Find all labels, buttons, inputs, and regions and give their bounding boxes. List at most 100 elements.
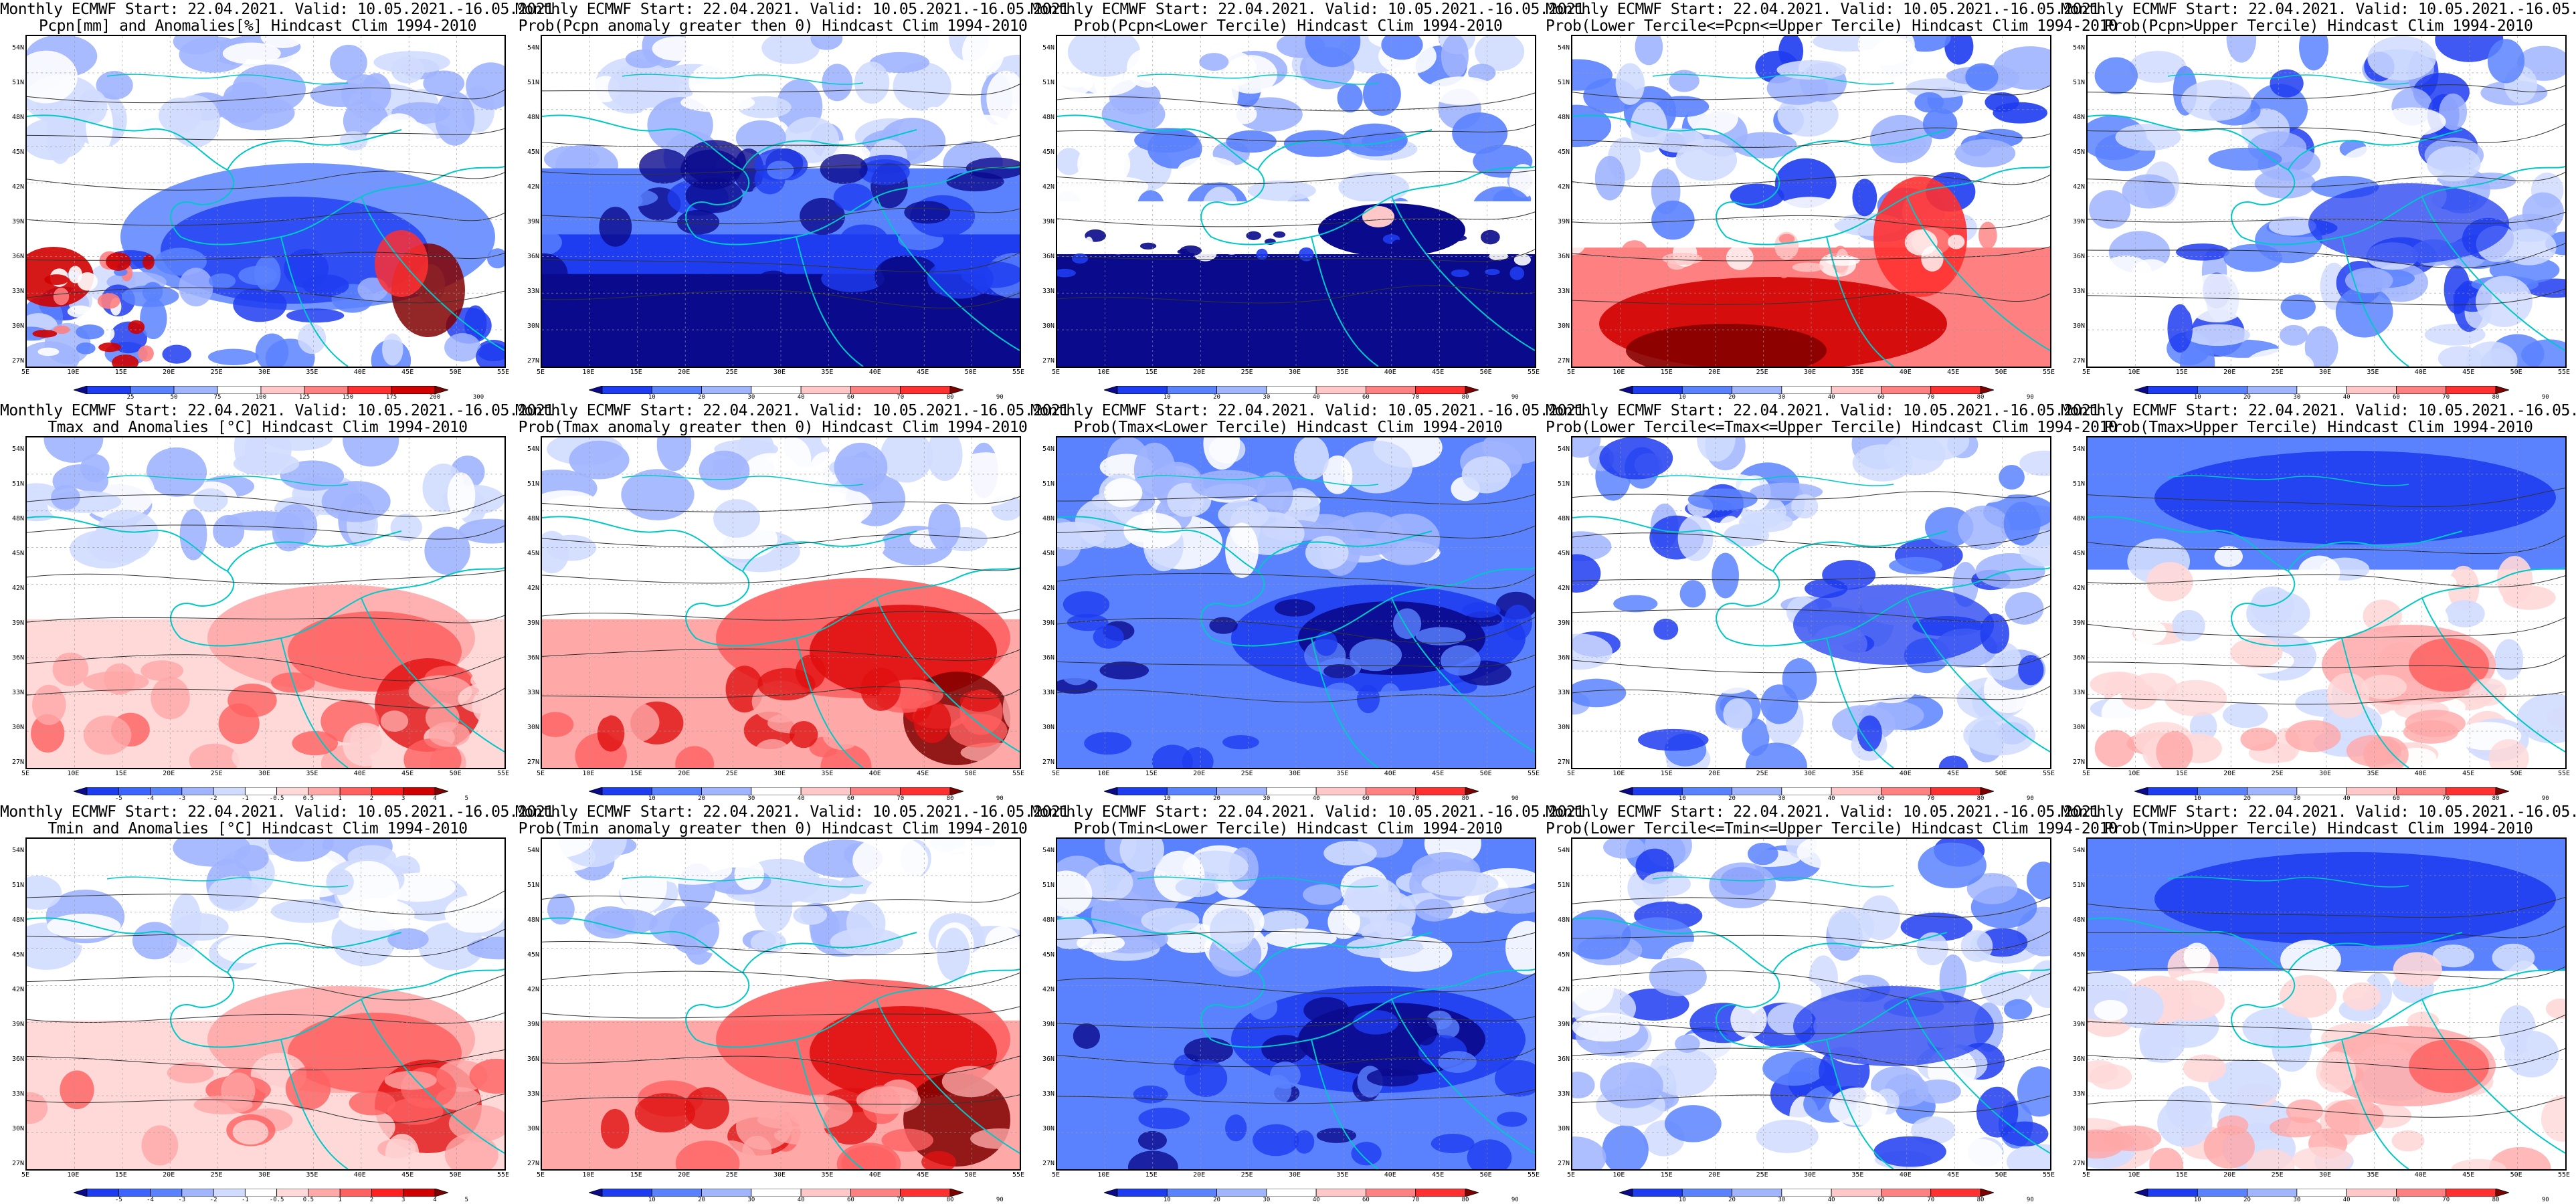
lon-label: 15E [630,1171,642,1179]
panel-title-line1: Monthly ECMWF Start: 22.04.2021. Valid: … [1030,402,1593,419]
panel-title: Monthly ECMWF Start: 22.04.2021. Valid: … [2061,1,2576,35]
lat-label: 42N [527,585,539,592]
lon-label: 5E [1051,1171,1061,1179]
lat-label: 27N [527,1160,539,1167]
colorbar-swatch [2147,787,2198,796]
lat-label: 54N [1557,847,1570,854]
lon-label: 30E [258,1171,271,1179]
colorbar-swatch [1117,385,1168,395]
colorbar-swatch [130,385,175,395]
lat-label: 51N [1557,480,1570,488]
colorbar-label: -3 [178,1197,186,1203]
lat-label: 45N [1557,550,1570,557]
panel-title-line1: Monthly ECMWF Start: 22.04.2021. Valid: … [1030,803,1593,821]
colorbar [587,785,965,796]
colorbar-label: 20 [1728,394,1736,401]
lat-label: 51N [2072,882,2085,889]
lon-label: 15E [1145,369,1158,376]
colorbar-swatch [1216,1188,1267,1197]
lat-label: 30N [11,724,24,731]
panel-title-line1: Monthly ECMWF Start: 22.04.2021. Valid: … [1546,803,2108,821]
lon-label: 30E [1288,369,1301,376]
colorbar-label: 1 [338,1197,342,1203]
panel-title-line1: Monthly ECMWF Start: 22.04.2021. Valid: … [515,1,1078,18]
lat-label: 48N [527,515,539,522]
lon-label: 5E [1566,1171,1576,1179]
lon-label: 45E [917,770,929,777]
lon-label: 30E [773,369,786,376]
lat-label: 39N [2072,218,2085,225]
lat-label: 27N [1557,357,1570,365]
colorbar-label: 60 [2393,1197,2400,1203]
lon-label: 55E [1527,770,1540,777]
lat-label: 27N [1557,1160,1570,1167]
lat-label: 36N [2072,1056,2085,1063]
map-field [2088,36,2565,367]
colorbar-label: 0.5 [302,1197,314,1203]
lat-label: 27N [2072,357,2085,365]
colorbar-swatch [2247,1188,2298,1197]
colorbar-min-arrow [1103,1188,1118,1197]
lat-label: 45N [1042,951,1054,959]
colorbar-swatch [213,787,246,796]
colorbar-label: 10 [2193,394,2201,401]
panel-tmin-prob-upper: Monthly ECMWF Start: 22.04.2021. Valid: … [2061,803,2576,1204]
colorbar-swatch [2296,385,2347,395]
colorbar-label: 100 [255,394,267,401]
lon-label: 55E [496,1171,510,1179]
colorbar-swatch [118,787,151,796]
colorbar-swatch [347,385,392,395]
panel-title: Monthly ECMWF Start: 22.04.2021. Valid: … [0,1,563,35]
map-field [542,839,1020,1169]
lon-label: 5E [1566,770,1576,777]
lat-label: 30N [527,724,539,731]
colorbar-label: 25 [126,394,134,401]
lon-label: 50E [449,1171,462,1179]
lat-label: 54N [1042,445,1054,453]
colorbar-swatch [2296,1188,2347,1197]
colorbar-label: 70 [897,795,905,802]
colorbar-label: -2 [209,1197,217,1203]
colorbar-label: 90 [2026,795,2034,802]
lon-label: 15E [630,369,642,376]
lat-label: 30N [1557,724,1570,731]
lat-label: 54N [2072,44,2085,52]
lon-label: 45E [401,1171,414,1179]
colorbar-label: 70 [1412,1197,1420,1203]
lat-label: 33N [1042,689,1054,696]
colorbar-max-arrow [2495,787,2510,796]
colorbar-swatch [602,1188,652,1197]
lon-label: 25E [725,369,738,376]
colorbar-max-arrow [2495,1188,2510,1197]
lat-label: 42N [2072,183,2085,191]
lat-label: 36N [1557,253,1570,260]
lat-label: 54N [11,445,24,453]
lat-label: 30N [11,1125,24,1132]
lat-label: 51N [1042,79,1054,86]
lat-label: 30N [2072,322,2085,330]
colorbar-swatch [181,787,214,796]
lon-label: 15E [2175,1171,2188,1179]
colorbar-swatch [900,787,951,796]
colorbar-min-arrow [72,1188,88,1197]
colorbar-swatch [2446,385,2496,395]
lon-label: 20E [1708,369,1721,376]
colorbar-swatch [1266,1188,1317,1197]
colorbar-label: 30 [1778,1197,1786,1203]
lon-label: 40E [1384,1171,1396,1179]
lon-label: 5E [536,369,545,376]
lat-label: 48N [2072,114,2085,121]
colorbar-label: 30 [747,394,755,401]
lon-label: 45E [1432,369,1445,376]
colorbar-min-arrow [72,385,88,395]
colorbar-label: 20 [698,1197,705,1203]
lon-label: 50E [2510,369,2522,376]
lon-label: 25E [1756,369,1768,376]
lat-label: 36N [1042,1056,1054,1063]
lat-label: 42N [1557,986,1570,993]
lat-label: 54N [11,44,24,52]
lon-label: 25E [725,770,738,777]
colorbar-swatch [1415,1188,1466,1197]
map-area [1571,436,2051,769]
